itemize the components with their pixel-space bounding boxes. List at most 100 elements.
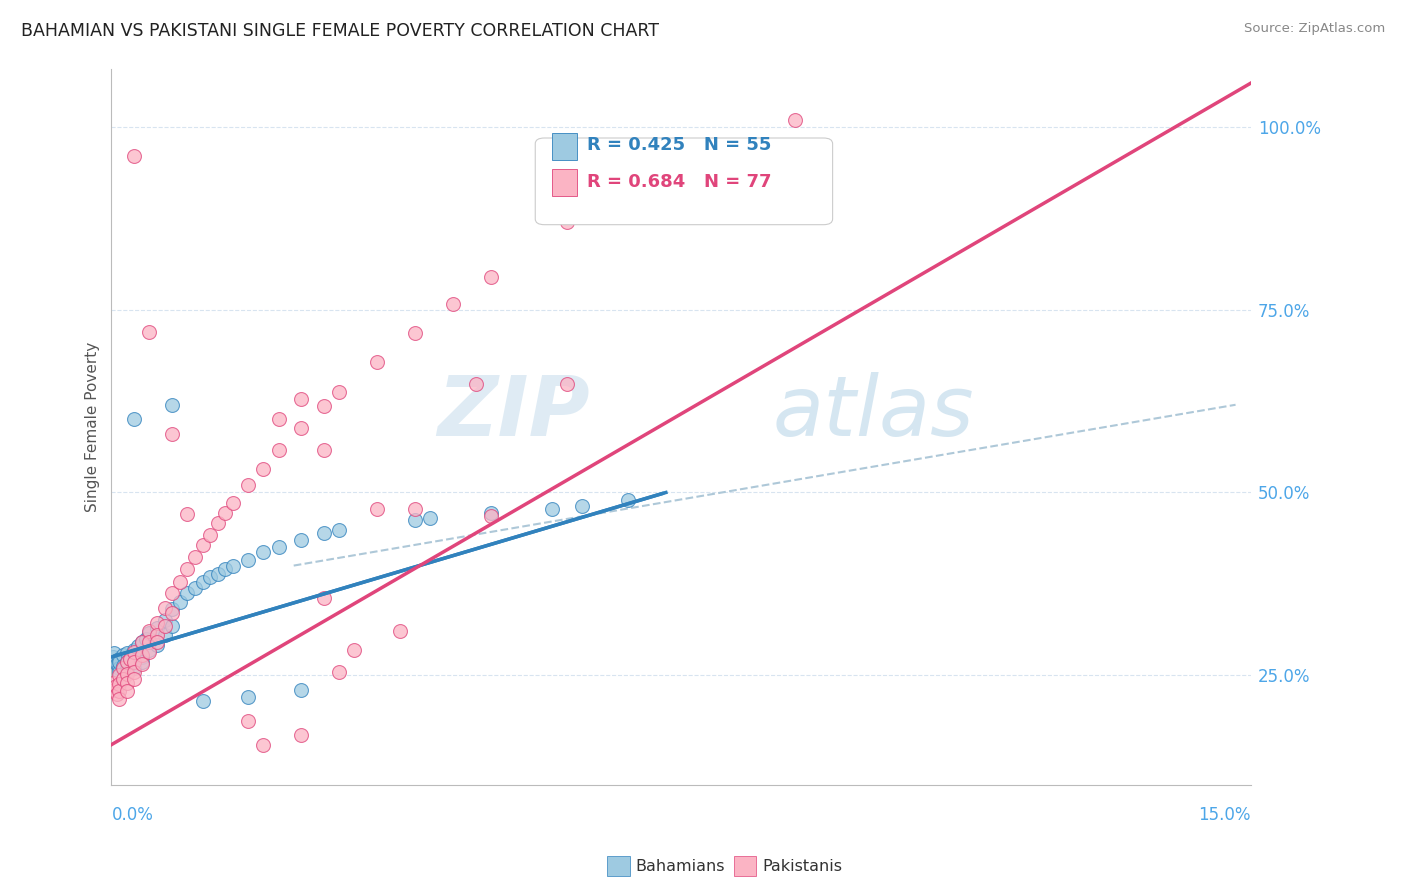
Point bbox=[290, 421, 312, 435]
Point bbox=[131, 635, 153, 649]
Point bbox=[236, 553, 259, 567]
Point bbox=[404, 501, 426, 516]
Point bbox=[314, 399, 336, 413]
Point bbox=[404, 326, 426, 340]
Point bbox=[184, 581, 207, 595]
Point bbox=[146, 628, 169, 642]
Point bbox=[236, 478, 259, 492]
Point bbox=[669, 144, 692, 158]
Point bbox=[783, 112, 806, 127]
Point bbox=[146, 615, 169, 630]
Point bbox=[138, 642, 160, 657]
Point bbox=[108, 655, 131, 669]
Point bbox=[541, 501, 564, 516]
Point bbox=[214, 506, 236, 520]
Point bbox=[479, 508, 502, 523]
Text: 0.0%: 0.0% bbox=[111, 806, 153, 824]
Point bbox=[101, 649, 124, 664]
Point bbox=[479, 506, 502, 520]
Text: BAHAMIAN VS PAKISTANI SINGLE FEMALE POVERTY CORRELATION CHART: BAHAMIAN VS PAKISTANI SINGLE FEMALE POVE… bbox=[21, 22, 659, 40]
Point bbox=[191, 694, 214, 708]
Text: R = 0.684   N = 77: R = 0.684 N = 77 bbox=[586, 173, 770, 191]
Point bbox=[108, 691, 131, 706]
Point bbox=[290, 682, 312, 697]
Point bbox=[160, 586, 183, 600]
Point bbox=[127, 639, 149, 653]
Point bbox=[169, 574, 191, 589]
Point bbox=[108, 668, 131, 682]
Point bbox=[108, 661, 131, 675]
Point bbox=[146, 638, 169, 652]
Point bbox=[138, 325, 160, 339]
Point bbox=[115, 665, 138, 679]
Point bbox=[122, 655, 145, 669]
Point bbox=[160, 618, 183, 632]
Point bbox=[131, 655, 153, 669]
Point bbox=[404, 513, 426, 527]
Point bbox=[108, 677, 131, 691]
Point bbox=[122, 645, 145, 659]
Point bbox=[267, 541, 290, 555]
Point bbox=[207, 567, 229, 582]
Point bbox=[111, 661, 134, 675]
FancyBboxPatch shape bbox=[553, 133, 578, 161]
Point bbox=[111, 648, 134, 662]
Point bbox=[267, 412, 290, 426]
Point bbox=[252, 462, 274, 476]
Text: ZIP: ZIP bbox=[437, 372, 591, 453]
Text: atlas: atlas bbox=[772, 372, 974, 453]
Point bbox=[176, 508, 198, 522]
Text: R = 0.425   N = 55: R = 0.425 N = 55 bbox=[586, 136, 770, 154]
Point bbox=[366, 501, 388, 516]
Point bbox=[198, 569, 221, 583]
Point bbox=[328, 665, 350, 679]
Point bbox=[120, 652, 142, 666]
Point bbox=[441, 297, 464, 311]
Point bbox=[108, 652, 131, 666]
Point bbox=[131, 648, 153, 662]
Point bbox=[571, 499, 593, 513]
Point bbox=[555, 215, 578, 229]
Point bbox=[160, 606, 183, 620]
Point bbox=[111, 659, 134, 673]
Point bbox=[290, 728, 312, 742]
Point bbox=[314, 591, 336, 606]
Point bbox=[153, 618, 176, 632]
Point bbox=[328, 384, 350, 399]
Point bbox=[314, 443, 336, 458]
Point bbox=[236, 714, 259, 728]
Point bbox=[122, 665, 145, 679]
Point bbox=[122, 672, 145, 686]
Point bbox=[236, 690, 259, 705]
Point bbox=[122, 642, 145, 657]
FancyBboxPatch shape bbox=[553, 169, 578, 196]
Point bbox=[138, 645, 160, 659]
Point bbox=[122, 661, 145, 675]
Text: Pakistanis: Pakistanis bbox=[762, 859, 842, 873]
Point bbox=[138, 635, 160, 649]
Point bbox=[115, 666, 138, 681]
Point bbox=[107, 686, 129, 700]
Point bbox=[207, 516, 229, 531]
Point bbox=[115, 684, 138, 698]
Point bbox=[222, 496, 245, 510]
Y-axis label: Single Female Poverty: Single Female Poverty bbox=[86, 342, 100, 512]
Point bbox=[479, 269, 502, 284]
Point bbox=[115, 655, 138, 669]
Point bbox=[252, 545, 274, 559]
Point bbox=[131, 657, 153, 672]
Point bbox=[252, 738, 274, 752]
Point bbox=[115, 675, 138, 690]
Point bbox=[153, 601, 176, 615]
Point bbox=[419, 511, 441, 525]
Point bbox=[115, 646, 138, 660]
Point bbox=[198, 528, 221, 542]
Point bbox=[101, 675, 124, 690]
Point bbox=[122, 412, 145, 426]
FancyBboxPatch shape bbox=[536, 138, 832, 225]
Point bbox=[146, 635, 169, 649]
Point bbox=[111, 672, 134, 686]
Point bbox=[593, 187, 616, 202]
Point bbox=[103, 646, 125, 660]
Point bbox=[290, 392, 312, 406]
